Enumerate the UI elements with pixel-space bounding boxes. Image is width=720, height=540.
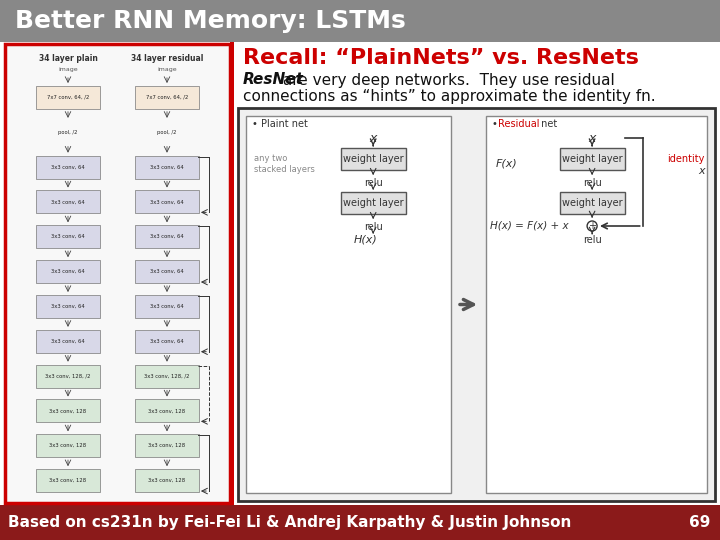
Text: weight layer: weight layer (562, 154, 622, 164)
Text: connections as “hints” to approximate the identity fn.: connections as “hints” to approximate th… (243, 89, 656, 104)
Text: •: • (492, 119, 501, 129)
FancyBboxPatch shape (246, 116, 451, 493)
Text: H(x) = F(x) + x: H(x) = F(x) + x (490, 221, 569, 231)
Text: 3x3 conv, 128: 3x3 conv, 128 (50, 478, 86, 483)
FancyBboxPatch shape (36, 434, 100, 457)
FancyBboxPatch shape (36, 191, 100, 213)
Text: 3x3 conv, 64: 3x3 conv, 64 (150, 165, 184, 170)
FancyBboxPatch shape (135, 156, 199, 179)
Text: 3x3 conv, 128, /2: 3x3 conv, 128, /2 (45, 374, 91, 379)
Text: Better RNN Memory: LSTMs: Better RNN Memory: LSTMs (15, 9, 406, 33)
Text: are very deep networks.  They use residual: are very deep networks. They use residua… (278, 72, 615, 87)
Bar (0, 42, 720, 505)
Bar (0, 0, 720, 42)
Text: x: x (588, 132, 595, 145)
FancyBboxPatch shape (36, 156, 100, 179)
Bar (230, 42, 234, 505)
Text: Residual: Residual (498, 119, 539, 129)
Text: 69: 69 (688, 515, 710, 530)
Text: x: x (369, 132, 377, 145)
Text: pool, /2: pool, /2 (58, 130, 78, 135)
FancyBboxPatch shape (36, 400, 100, 422)
FancyBboxPatch shape (135, 434, 199, 457)
Text: 3x3 conv, 128: 3x3 conv, 128 (148, 443, 186, 448)
Text: Based on cs231n by Fei-Fei Li & Andrej Karpathy & Justin Johnson: Based on cs231n by Fei-Fei Li & Andrej K… (8, 515, 572, 530)
FancyBboxPatch shape (36, 364, 100, 388)
Text: image: image (157, 66, 177, 71)
FancyBboxPatch shape (36, 260, 100, 283)
Text: identity: identity (667, 154, 705, 164)
Text: +: + (588, 221, 596, 231)
Text: image: image (58, 66, 78, 71)
Text: 34 layer residual: 34 layer residual (131, 54, 203, 63)
Text: 3x3 conv, 64: 3x3 conv, 64 (150, 304, 184, 309)
Text: 3x3 conv, 64: 3x3 conv, 64 (51, 234, 85, 239)
FancyBboxPatch shape (238, 108, 715, 501)
Text: 3x3 conv, 64: 3x3 conv, 64 (51, 199, 85, 205)
Text: weight layer: weight layer (562, 198, 622, 208)
Text: F(x): F(x) (496, 159, 518, 169)
Text: 3x3 conv, 128: 3x3 conv, 128 (148, 478, 186, 483)
FancyBboxPatch shape (36, 86, 100, 109)
Text: 3x3 conv, 64: 3x3 conv, 64 (150, 269, 184, 274)
Text: any two
stacked layers: any two stacked layers (254, 154, 315, 174)
FancyBboxPatch shape (36, 330, 100, 353)
FancyBboxPatch shape (36, 225, 100, 248)
FancyBboxPatch shape (135, 295, 199, 318)
Text: net: net (538, 119, 557, 129)
Text: 3x3 conv, 64: 3x3 conv, 64 (51, 165, 85, 170)
Text: 3x3 conv, 128: 3x3 conv, 128 (148, 408, 186, 414)
Text: x: x (698, 166, 705, 176)
Text: relu: relu (364, 222, 382, 232)
Text: relu: relu (364, 178, 382, 188)
Text: relu: relu (582, 178, 601, 188)
Text: 3x3 conv, 64: 3x3 conv, 64 (150, 199, 184, 205)
FancyBboxPatch shape (486, 116, 707, 493)
Text: 3x3 conv, 128: 3x3 conv, 128 (50, 408, 86, 414)
Text: weight layer: weight layer (343, 198, 403, 208)
FancyBboxPatch shape (135, 364, 199, 388)
Text: pool, /2: pool, /2 (157, 130, 176, 135)
FancyBboxPatch shape (135, 330, 199, 353)
FancyBboxPatch shape (341, 148, 405, 170)
Text: • Plaint net: • Plaint net (252, 119, 308, 129)
Text: 34 layer plain: 34 layer plain (39, 54, 97, 63)
FancyBboxPatch shape (135, 86, 199, 109)
FancyBboxPatch shape (559, 148, 625, 170)
Text: 3x3 conv, 64: 3x3 conv, 64 (150, 339, 184, 344)
FancyBboxPatch shape (135, 191, 199, 213)
FancyBboxPatch shape (36, 469, 100, 492)
Text: 3x3 conv, 64: 3x3 conv, 64 (51, 304, 85, 309)
FancyBboxPatch shape (341, 192, 405, 214)
Text: H(x): H(x) (354, 235, 377, 245)
Text: Recall: “PlainNets” vs. ResNets: Recall: “PlainNets” vs. ResNets (243, 48, 639, 68)
Text: ResNet: ResNet (243, 72, 304, 87)
FancyBboxPatch shape (135, 260, 199, 283)
FancyBboxPatch shape (5, 44, 230, 503)
Text: relu: relu (582, 235, 601, 245)
Text: 3x3 conv, 128, /2: 3x3 conv, 128, /2 (144, 374, 190, 379)
Text: 3x3 conv, 64: 3x3 conv, 64 (150, 234, 184, 239)
Text: 7x7 conv, 64, /2: 7x7 conv, 64, /2 (47, 95, 89, 100)
Text: 3x3 conv, 64: 3x3 conv, 64 (51, 339, 85, 344)
Text: 3x3 conv, 64: 3x3 conv, 64 (51, 269, 85, 274)
Text: 7x7 conv, 64, /2: 7x7 conv, 64, /2 (146, 95, 188, 100)
FancyBboxPatch shape (135, 400, 199, 422)
FancyBboxPatch shape (36, 295, 100, 318)
Text: 3x3 conv, 128: 3x3 conv, 128 (50, 443, 86, 448)
Bar (0, 505, 720, 540)
FancyBboxPatch shape (135, 225, 199, 248)
FancyBboxPatch shape (135, 469, 199, 492)
Text: weight layer: weight layer (343, 154, 403, 164)
FancyBboxPatch shape (559, 192, 625, 214)
